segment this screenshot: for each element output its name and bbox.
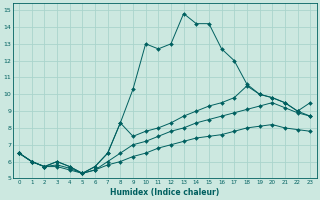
X-axis label: Humidex (Indice chaleur): Humidex (Indice chaleur) — [110, 188, 219, 197]
